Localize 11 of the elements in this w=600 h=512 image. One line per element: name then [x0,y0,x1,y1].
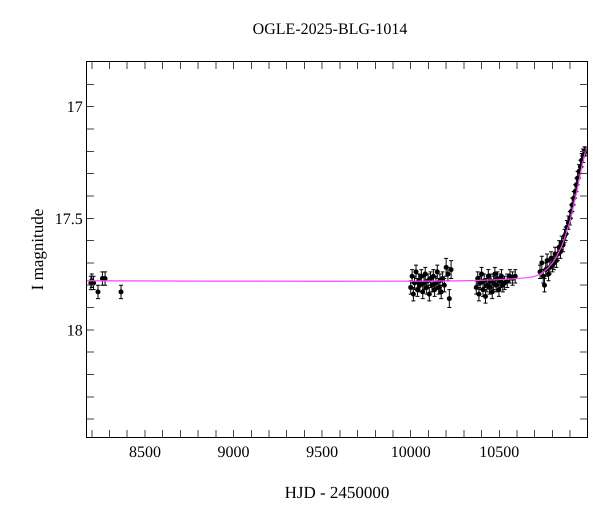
x-tick-label: 10500 [479,444,520,462]
y-tick-label: 17.5 [54,210,83,228]
x-axis-title: HJD - 2450000 [284,483,390,502]
chart-title: OGLE-2025-BLG-1014 [252,21,408,38]
x-tick-label: 10000 [390,444,431,462]
x-tick-label: 9000 [218,444,250,462]
x-tick-label: 8500 [128,444,161,462]
y-tick-label: 18 [66,322,83,340]
x-tick-label: 9500 [306,444,338,462]
y-tick-label: 17 [66,99,83,116]
y-axis-title: I magnitude [28,208,47,290]
